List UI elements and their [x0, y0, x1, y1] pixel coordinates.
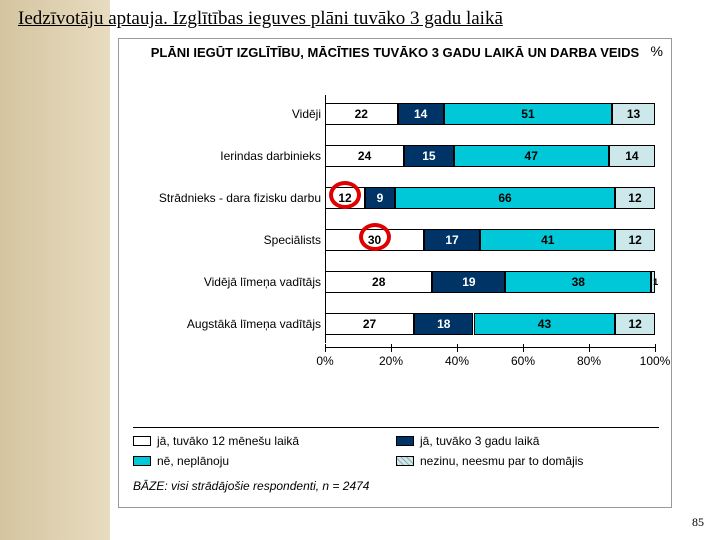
- legend-label-3: nē, neplānoju: [157, 454, 229, 468]
- bar-segment: 14: [609, 145, 655, 167]
- bar-track: 30174112: [325, 229, 655, 251]
- bar-segment: 27: [325, 313, 414, 335]
- axis-tick-label: 60%: [511, 354, 535, 368]
- row-label: Vidēji: [131, 99, 321, 129]
- bar-track: 22145113: [325, 103, 655, 125]
- bar-track: 1296612: [325, 187, 655, 209]
- base-note: BĀZE: visi strādājošie respondenti, n = …: [133, 479, 369, 493]
- bar-segment: 1: [651, 271, 655, 293]
- legend-label-2: jā, tuvāko 3 gadu laikā: [420, 434, 539, 448]
- bar-track: 2819381: [325, 271, 655, 293]
- bar-segment: 41: [480, 229, 615, 251]
- chart-row: Speciālists30174112: [129, 225, 663, 255]
- legend-swatch-3: [133, 456, 151, 466]
- bar-segment: 38: [505, 271, 651, 293]
- bar-segment: 17: [424, 229, 480, 251]
- axis-tick: [391, 344, 392, 352]
- chart-row: Vidējā līmeņa vadītājs2819381: [129, 267, 663, 297]
- chart-title: PLĀNI IEGŪT IZGLĪTĪBU, MĀCĪTIES TUVĀKO 3…: [119, 39, 671, 62]
- axis-tick-label: 20%: [379, 354, 403, 368]
- bar-segment: 22: [325, 103, 398, 125]
- legend-item-3: nē, neplānoju: [133, 454, 396, 468]
- axis-tick-label: 100%: [640, 354, 671, 368]
- row-label: Augstākā līmeņa vadītājs: [131, 309, 321, 339]
- bar-segment: 12: [325, 187, 365, 209]
- axis-tick: [655, 344, 656, 352]
- bar-segment: 12: [615, 313, 655, 335]
- page-number: 85: [692, 515, 704, 530]
- bar-segment: 51: [444, 103, 612, 125]
- bar-segment: 43: [474, 313, 616, 335]
- bar-segment: 18: [414, 313, 473, 335]
- bar-segment: 13: [612, 103, 655, 125]
- bar-segment: 66: [395, 187, 615, 209]
- bar-segment: 12: [615, 187, 655, 209]
- bar-segment: 24: [325, 145, 404, 167]
- bar-segment: 12: [615, 229, 655, 251]
- y-axis-line: [325, 95, 326, 343]
- axis-tick-label: 40%: [445, 354, 469, 368]
- row-label: Speciālists: [131, 225, 321, 255]
- legend-item-2: jā, tuvāko 3 gadu laikā: [396, 434, 659, 448]
- chart-row: Vidēji22145113: [129, 99, 663, 129]
- chart-container: PLĀNI IEGŪT IZGLĪTĪBU, MĀCĪTIES TUVĀKO 3…: [118, 38, 672, 508]
- axis-tick: [325, 344, 326, 352]
- axis-tick: [589, 344, 590, 352]
- row-label: Vidējā līmeņa vadītājs: [131, 267, 321, 297]
- bar-track: 24154714: [325, 145, 655, 167]
- legend-label-4: nezinu, neesmu par to domājis: [420, 454, 583, 468]
- axis-tick: [457, 344, 458, 352]
- legend-swatch-1: [133, 436, 151, 446]
- legend-item-1: jā, tuvāko 12 mēnešu laikā: [133, 434, 396, 448]
- slide-title: Iedzīvotāju aptauja. Izglītības ieguves …: [18, 8, 503, 30]
- legend-item-4: nezinu, neesmu par to domājis: [396, 454, 659, 468]
- bar-segment: 30: [325, 229, 424, 251]
- legend-swatch-2: [396, 436, 414, 446]
- legend-swatch-4: [396, 456, 414, 466]
- legend: jā, tuvāko 12 mēnešu laikā jā, tuvāko 3 …: [133, 427, 659, 468]
- bar-segment: 28: [325, 271, 432, 293]
- bar-track: 27184312: [325, 313, 655, 335]
- bar-segment: 14: [398, 103, 444, 125]
- bar-segment: 19: [432, 271, 505, 293]
- plot-area: Vidēji22145113Ierindas darbinieks2415471…: [129, 95, 663, 375]
- bar-segment: 47: [454, 145, 609, 167]
- chart-row: Ierindas darbinieks24154714: [129, 141, 663, 171]
- chart-row: Augstākā līmeņa vadītājs27184312: [129, 309, 663, 339]
- bar-segment: 15: [404, 145, 454, 167]
- axis-tick-label: 0%: [316, 354, 333, 368]
- row-label: Ierindas darbinieks: [131, 141, 321, 171]
- axis-tick-label: 80%: [577, 354, 601, 368]
- bar-segment: 9: [365, 187, 395, 209]
- percent-symbol: %: [651, 43, 663, 59]
- x-axis: 0%20%40%60%80%100%: [325, 347, 655, 348]
- chart-row: Strādnieks - dara fizisku darbu1296612: [129, 183, 663, 213]
- row-label: Strādnieks - dara fizisku darbu: [131, 183, 321, 213]
- axis-tick: [523, 344, 524, 352]
- background-left-gradient: [0, 0, 110, 540]
- legend-label-1: jā, tuvāko 12 mēnešu laikā: [157, 434, 299, 448]
